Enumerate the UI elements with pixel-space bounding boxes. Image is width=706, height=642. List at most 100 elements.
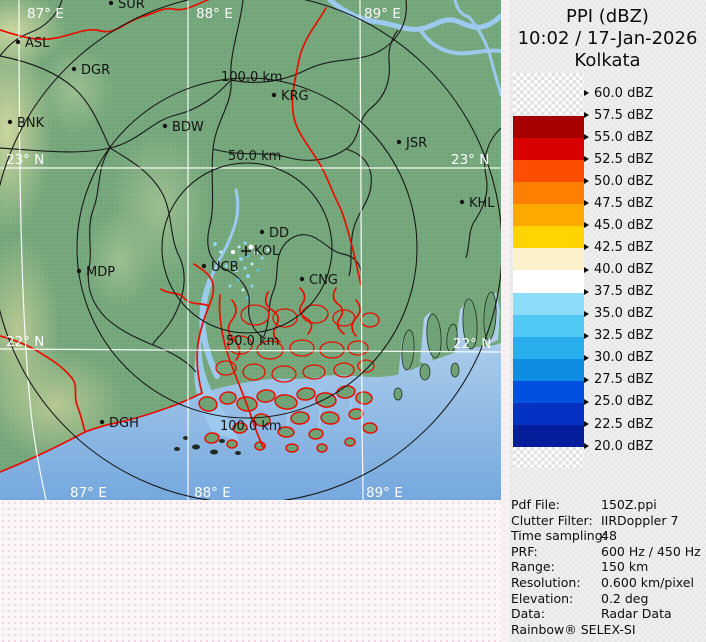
coordinate-label: 23° N (6, 152, 44, 168)
scale-label-22.5: 22.5 dBZ (584, 417, 653, 432)
metadata-row-pdf-file: Pdf File: 150Z.ppi (511, 497, 706, 513)
radar-echo (243, 241, 247, 245)
scale-label-text: 60.0 dBZ (594, 85, 654, 101)
metadata-row-time-sampling: Time sampling: 48 (511, 528, 706, 544)
product-title: PPI (dBZ) (566, 6, 649, 27)
scale-band (513, 248, 584, 271)
coordinate-label: 88° E (194, 485, 231, 500)
scale-band (513, 314, 584, 337)
map-margin-area (0, 500, 501, 642)
scale-band (513, 204, 584, 227)
station-label-DGH: DGH (109, 416, 139, 431)
metadata-label: Elevation: (511, 590, 574, 606)
radar-echo (228, 284, 232, 288)
radar-echo (248, 244, 254, 250)
scale-tick-arrow-icon (584, 421, 589, 428)
station-dot-MDP (76, 268, 82, 274)
radar-echo (237, 245, 241, 249)
metadata-value: IIRDoppler 7 (601, 512, 679, 528)
product-metadata: Pdf File: 150Z.ppi Clutter Filter: IIRDoppl… (511, 497, 706, 622)
metadata-row-resolution: Resolution: 0.600 km/pixel (511, 575, 706, 591)
scale-tick-arrow-icon (584, 156, 589, 163)
scale-tick-arrow-icon (584, 354, 589, 361)
metadata-row-range: Range: 150 km (511, 559, 706, 575)
scale-tick-arrow-icon (584, 398, 589, 405)
station-dot-BDW (162, 123, 168, 129)
scale-band (513, 270, 584, 293)
scale-band (513, 116, 584, 139)
rivers (194, 0, 501, 441)
dbz-color-scale: 60.0 dBZ 57.5 dBZ 55.0 dBZ 52.5 dBZ 50.0 dBZ… (509, 73, 706, 473)
radar-echo (241, 288, 245, 292)
coordinate-grid (0, 0, 501, 500)
station-label-KOL: KOL (254, 244, 280, 259)
scale-label-47.5: 47.5 dBZ (584, 196, 653, 211)
station-label-MDP: MDP (86, 265, 115, 280)
scale-label-text: 27.5 dBZ (594, 372, 654, 388)
radar-echo (250, 284, 254, 288)
radar-echo (256, 268, 260, 272)
metadata-row-data: Data: Radar Data (511, 606, 706, 622)
metadata-value: 0.2 deg (601, 590, 649, 606)
scale-label-55.0: 55.0 dBZ (584, 130, 653, 145)
metadata-value: 48 (601, 528, 617, 544)
product-datetime: 10:02 / 17-Jan-2026 (517, 28, 698, 49)
station-label-JSR: JSR (405, 136, 427, 151)
station-label-UCB: UCB (211, 260, 239, 275)
scale-tick-arrow-icon (584, 222, 589, 229)
scale-label-37.5: 37.5 dBZ (584, 284, 653, 299)
station-label-CNG: CNG (309, 273, 338, 288)
scale-label-text: 35.0 dBZ (594, 306, 654, 322)
station-label-ASL: ASL (25, 36, 50, 51)
scale-label-42.5: 42.5 dBZ (584, 240, 653, 255)
scale-tick-arrow-icon (584, 200, 589, 207)
scale-label-30.0: 30.0 dBZ (584, 350, 653, 365)
map-canvas: 100.0 km 50.0 km 50.0 km 100.0 km 87° E 88° E… (0, 0, 501, 500)
station-dot-DD (259, 229, 265, 235)
radar-echo (225, 244, 229, 248)
ring-label: 100.0 km (220, 419, 282, 434)
scale-label-text: 57.5 dBZ (594, 107, 654, 123)
scale-label-text: 40.0 dBZ (594, 262, 654, 278)
scale-label-text: 42.5 dBZ (594, 239, 654, 255)
metadata-label: Resolution: (511, 574, 581, 590)
radar-map: 100.0 km 50.0 km 50.0 km 100.0 km 87° E 88° E… (0, 0, 501, 500)
coordinate-label: 23° N (451, 152, 489, 168)
coordinate-label: 89° E (364, 6, 401, 22)
metadata-value: 0.600 km/pixel (601, 574, 694, 590)
color-swatches (513, 73, 584, 469)
metadata-label: Clutter Filter: (511, 512, 593, 528)
info-panel: PPI (dBZ) 10:02 / 17-Jan-2026 Kolkata 60… (509, 0, 706, 642)
station-label-BNK: BNK (17, 116, 45, 131)
scale-label-27.5: 27.5 dBZ (584, 372, 653, 387)
scale-label-text: 20.0 dBZ (594, 438, 654, 454)
ring-label: 50.0 km (226, 334, 279, 349)
scale-band (513, 424, 584, 447)
metadata-value: 150 km (601, 559, 649, 575)
scale-label-text: 50.0 dBZ (594, 173, 654, 189)
metadata-row-clutter-filter: Clutter Filter: IIRDoppler 7 (511, 513, 706, 529)
scale-label-50.0: 50.0 dBZ (584, 174, 653, 189)
red-borders (0, 0, 380, 473)
scale-label-35.0: 35.0 dBZ (584, 306, 653, 321)
scale-label-25.0: 25.0 dBZ (584, 394, 653, 409)
station-dot-SUR (108, 0, 114, 6)
station-dot-KRG (271, 92, 277, 98)
metadata-label: Time sampling: (511, 528, 607, 544)
radar-echo (245, 296, 249, 300)
radar-echo (239, 257, 243, 261)
scale-band-checker (513, 446, 584, 469)
coordinate-label: 88° E (196, 6, 233, 22)
scale-label-57.5: 57.5 dBZ (584, 108, 653, 123)
delta-islands (174, 291, 497, 455)
radar-echo (236, 278, 240, 282)
coordinate-label: 22° N (453, 336, 491, 352)
scale-band (513, 358, 584, 381)
radar-echo (254, 251, 258, 255)
scale-band (513, 380, 584, 403)
ring-label: 50.0 km (228, 149, 281, 164)
scale-band (513, 336, 584, 359)
coordinate-label: 89° E (366, 485, 403, 500)
ring-label: 100.0 km (221, 70, 283, 85)
